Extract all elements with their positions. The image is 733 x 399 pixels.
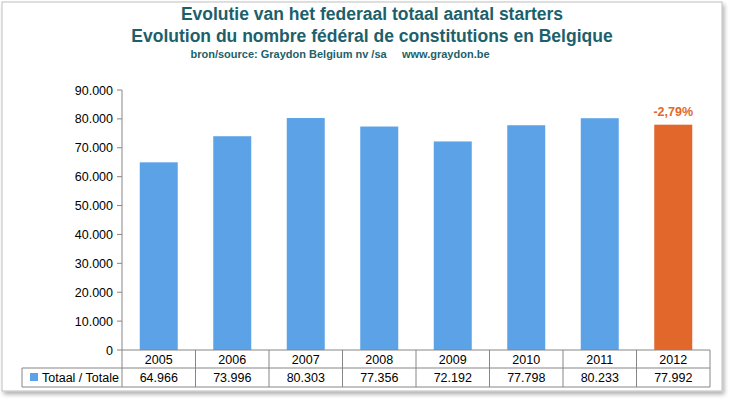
data-label: 72.192: [434, 371, 472, 385]
y-axis-line: [122, 90, 123, 350]
y-tick-label: 60.000: [75, 170, 113, 184]
y-tick-label: 40.000: [75, 228, 113, 242]
y-tick-label: 0: [106, 344, 113, 358]
x-tick-label: 2010: [512, 353, 540, 367]
y-tick: [117, 292, 122, 293]
y-tick: [117, 234, 122, 235]
table-border: [269, 350, 270, 387]
table-border: [122, 350, 123, 387]
legend-label: Totaal / Totale: [42, 371, 119, 385]
table-border: [489, 350, 490, 387]
bars: [140, 118, 693, 350]
data-label: 80.303: [287, 371, 325, 385]
bar: [213, 136, 251, 350]
bar: [287, 118, 325, 350]
chart-frame: [2, 2, 722, 391]
y-tick: [117, 350, 122, 351]
y-tick: [117, 118, 122, 119]
bar: [360, 127, 398, 350]
table-border: [22, 368, 23, 387]
x-tick-label: 2006: [218, 353, 246, 367]
bar: [654, 125, 692, 350]
y-tick: [117, 205, 122, 206]
y-tick: [117, 147, 122, 148]
x-tick-label: 2005: [145, 353, 173, 367]
y-tick: [117, 263, 122, 264]
data-label: 77.992: [654, 371, 692, 385]
x-tick-label: 2007: [292, 353, 320, 367]
annotation: -2,79%: [653, 105, 693, 119]
x-tick-label: 2011: [586, 353, 613, 367]
bar: [581, 118, 619, 350]
data-label: 77.798: [507, 371, 545, 385]
x-tick-label: 2012: [659, 353, 687, 367]
table-border: [416, 350, 417, 387]
chart: Evolutie van het federaal totaal aantal …: [0, 0, 733, 399]
data-label: 64.966: [140, 371, 178, 385]
y-tick: [117, 321, 122, 322]
table-border: [22, 368, 710, 369]
y-tick: [117, 90, 122, 91]
y-tick-label: 50.000: [75, 199, 113, 213]
data-label: 73.996: [213, 371, 251, 385]
bar: [434, 141, 472, 350]
y-tick-label: 90.000: [75, 84, 113, 98]
data-table: 2005 2006 2007 2008 2009 2010 2011 2012 Totaal /…: [22, 350, 710, 387]
bar: [140, 162, 178, 350]
x-tick-label: 2009: [439, 353, 467, 367]
y-tick-label: 30.000: [75, 257, 113, 271]
subtitle: Evolution du nombre fédéral de constitut…: [131, 26, 613, 46]
data-label: 80.233: [581, 371, 619, 385]
table-border: [636, 350, 637, 387]
y-tick-label: 20.000: [75, 286, 113, 300]
legend-swatch: [30, 373, 38, 381]
table-border: [195, 350, 196, 387]
table-border: [563, 350, 564, 387]
data-label: 77.356: [360, 371, 398, 385]
y-tick-label: 10.000: [75, 315, 113, 329]
y-tick-label: 70.000: [75, 141, 113, 155]
source: bron/source: Graydon Belgium nv /sa www.…: [190, 48, 489, 60]
table-border: [22, 387, 710, 388]
x-tick-label: 2008: [365, 353, 393, 367]
y-tick: [117, 176, 122, 177]
y-tick-label: 80.000: [75, 112, 113, 126]
y-axis: 0 10.000 20.000 30.000 40.000 50.000 60.000 70.…: [75, 84, 122, 358]
table-border: [710, 350, 711, 387]
table-border: [342, 350, 343, 387]
title: Evolutie van het federaal totaal aantal …: [181, 4, 563, 24]
bar: [507, 125, 545, 350]
